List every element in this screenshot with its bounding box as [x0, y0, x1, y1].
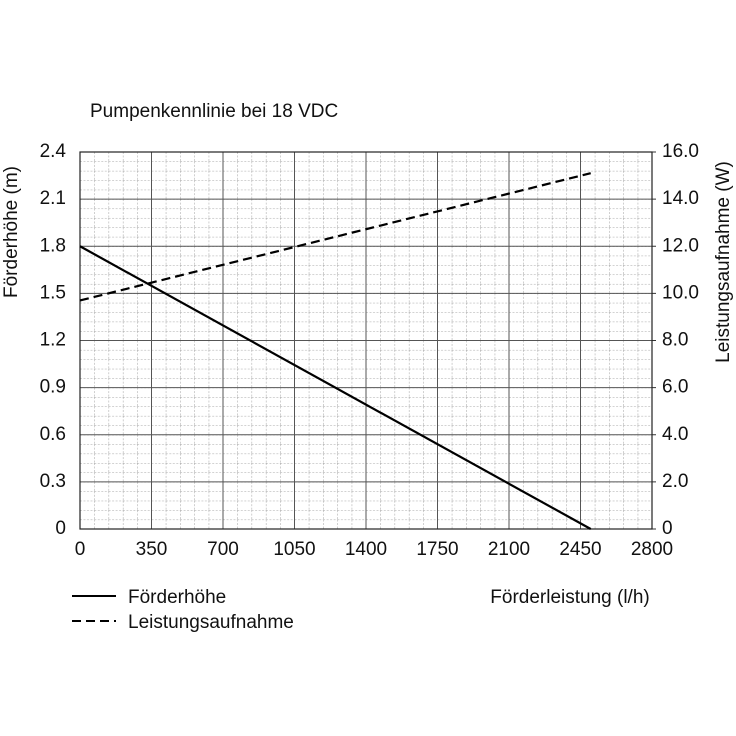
x-tick-label: 2450 — [559, 539, 601, 560]
y-axis-label: Förderhöhe (m) — [1, 166, 22, 298]
x-axis-label: Förderleistung (l/h) — [490, 587, 649, 608]
y2-tick-label: 6.0 — [662, 377, 688, 398]
series-line — [79, 172, 591, 302]
x-tick-label: 1050 — [273, 539, 315, 560]
y-tick-label: 1.5 — [40, 282, 66, 303]
y-tick-label: 0.3 — [40, 471, 66, 492]
y2-tick-label: 2.0 — [662, 471, 688, 492]
y-tick-label: 0 — [55, 518, 66, 539]
y2-tick-label: 4.0 — [662, 424, 688, 445]
legend-label: Förderhöhe — [128, 587, 226, 608]
y-tick-label: 0.9 — [40, 377, 66, 398]
y2-tick-label: 0 — [662, 518, 673, 539]
y-tick-label: 1.8 — [40, 235, 66, 256]
x-tick-label: 0 — [75, 539, 86, 560]
y-tick-label: 1.2 — [40, 330, 66, 351]
y2-tick-label: 10.0 — [662, 282, 699, 303]
y2-tick-label: 14.0 — [662, 188, 699, 209]
legend-label: Leistungsaufnahme — [128, 612, 294, 633]
y2-tick-label: 12.0 — [662, 235, 699, 256]
x-tick-label: 350 — [136, 539, 168, 560]
series-line — [79, 245, 592, 530]
y2-axis-label: Leistungsaufnahme (W) — [713, 161, 734, 363]
x-tick-label: 2100 — [488, 539, 530, 560]
y2-tick-label: 16.0 — [662, 141, 699, 162]
y-tick-label: 2.1 — [40, 188, 66, 209]
y-tick-label: 2.4 — [40, 141, 67, 162]
y2-tick-label: 8.0 — [662, 330, 688, 351]
x-tick-label: 1400 — [345, 539, 387, 560]
y-tick-label: 0.6 — [40, 424, 66, 445]
x-tick-label: 700 — [207, 539, 239, 560]
plot-frame — [79, 151, 653, 530]
x-tick-label: 2800 — [631, 539, 673, 560]
x-tick-label: 1750 — [416, 539, 458, 560]
chart-title: Pumpenkennlinie bei 18 VDC — [90, 101, 338, 122]
